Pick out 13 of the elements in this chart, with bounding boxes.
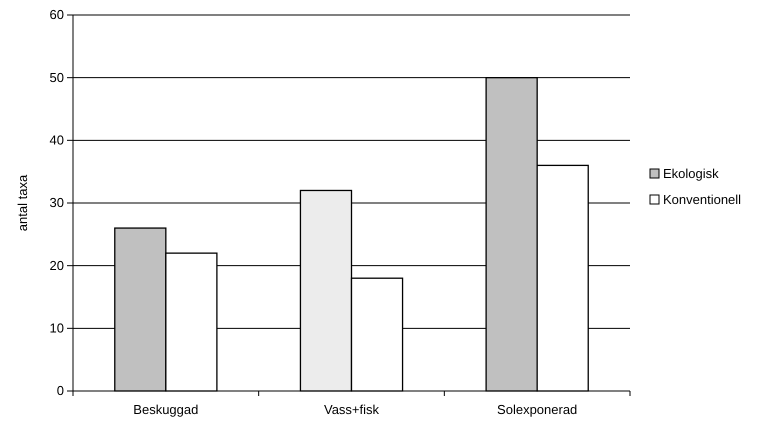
- x-tick-label: Solexponerad: [497, 402, 578, 418]
- y-tick-label: 20: [50, 258, 64, 273]
- x-tick-label: Beskuggad: [133, 402, 198, 418]
- legend-label: Konventionell: [663, 192, 742, 207]
- y-tick-label: 60: [50, 7, 64, 22]
- y-axis-title: antal taxa: [15, 174, 30, 232]
- y-tick-label: 0: [56, 383, 64, 398]
- y-tick-label: 50: [50, 70, 64, 85]
- y-tick-label: 10: [50, 320, 64, 336]
- legend-label: Ekologisk: [663, 166, 720, 181]
- y-tick-label: 30: [50, 195, 64, 210]
- y-tick-label: 40: [50, 132, 64, 148]
- x-tick-label: Vass+fisk: [324, 402, 380, 418]
